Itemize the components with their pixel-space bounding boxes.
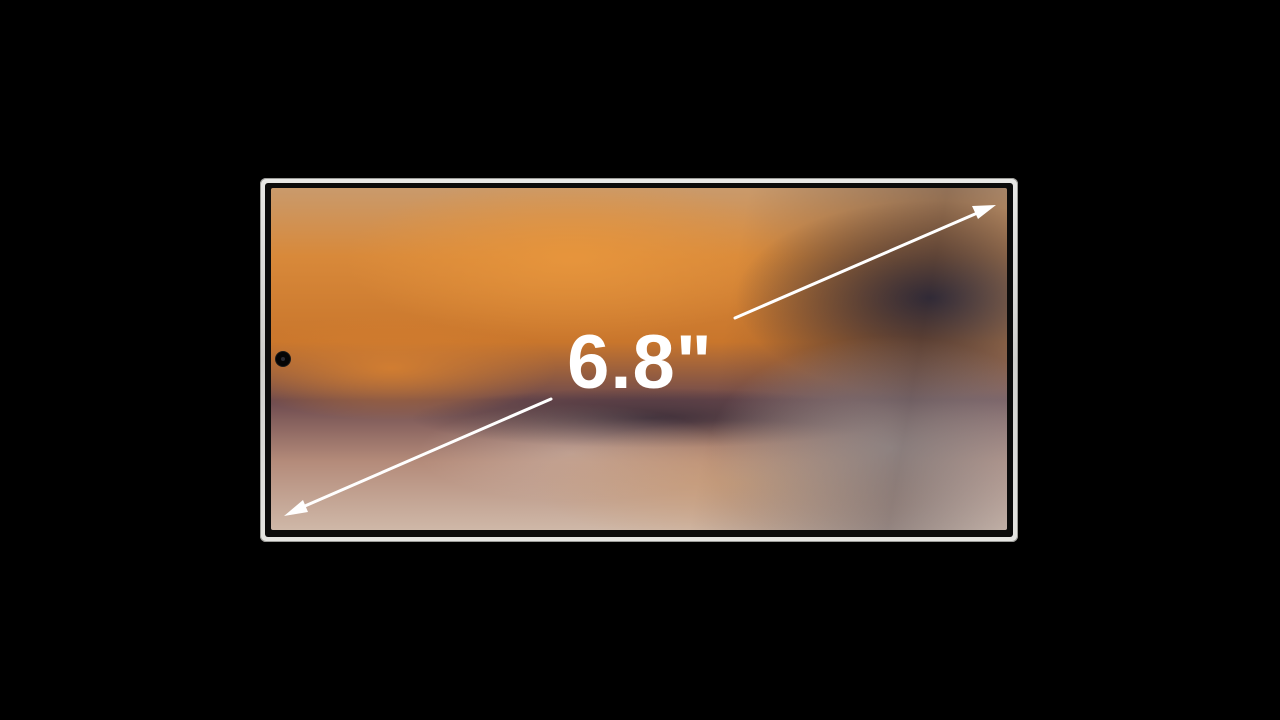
- front-camera-icon: [276, 352, 290, 366]
- screen-size-label: 6.8": [567, 320, 713, 405]
